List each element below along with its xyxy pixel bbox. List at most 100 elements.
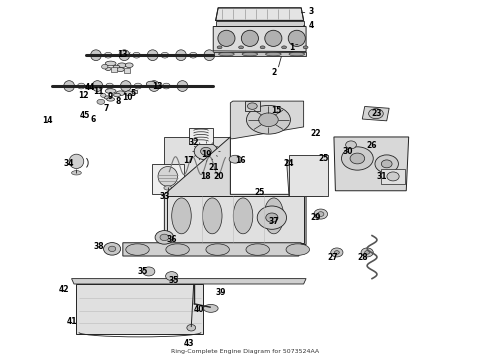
Text: 10: 10 <box>122 93 133 102</box>
Text: 41: 41 <box>66 317 77 326</box>
Ellipse shape <box>105 61 116 66</box>
Text: 15: 15 <box>271 105 282 114</box>
Text: 7: 7 <box>103 104 108 113</box>
Ellipse shape <box>387 172 399 181</box>
Polygon shape <box>152 164 184 194</box>
Ellipse shape <box>147 50 158 60</box>
Ellipse shape <box>105 89 116 93</box>
Polygon shape <box>287 160 326 196</box>
Ellipse shape <box>113 65 120 69</box>
Text: 25: 25 <box>318 154 328 163</box>
Text: 43: 43 <box>184 339 194 348</box>
Text: 32: 32 <box>189 138 199 147</box>
Ellipse shape <box>161 52 169 58</box>
Text: 5: 5 <box>130 89 135 98</box>
Ellipse shape <box>125 63 133 68</box>
Ellipse shape <box>181 183 189 188</box>
Ellipse shape <box>266 52 281 56</box>
Text: 35: 35 <box>169 276 179 285</box>
Ellipse shape <box>164 186 171 190</box>
Text: 37: 37 <box>269 217 280 226</box>
Ellipse shape <box>265 30 282 46</box>
Ellipse shape <box>229 155 242 163</box>
Ellipse shape <box>334 251 339 254</box>
Ellipse shape <box>289 52 305 56</box>
Text: 40: 40 <box>194 305 204 314</box>
Ellipse shape <box>133 52 141 58</box>
Text: 4: 4 <box>308 21 314 30</box>
Text: 21: 21 <box>208 163 219 172</box>
Ellipse shape <box>166 244 189 255</box>
Text: 26: 26 <box>367 141 377 150</box>
Polygon shape <box>76 284 203 334</box>
Ellipse shape <box>158 167 177 186</box>
Ellipse shape <box>214 173 222 180</box>
Ellipse shape <box>117 68 124 72</box>
Ellipse shape <box>345 141 356 149</box>
Polygon shape <box>381 169 405 184</box>
Ellipse shape <box>155 230 173 244</box>
Polygon shape <box>167 196 304 243</box>
Ellipse shape <box>217 46 222 49</box>
Ellipse shape <box>202 198 222 234</box>
Polygon shape <box>213 27 306 51</box>
Ellipse shape <box>126 244 149 255</box>
Text: 1: 1 <box>289 43 294 52</box>
Ellipse shape <box>365 251 369 254</box>
Ellipse shape <box>205 170 217 179</box>
Text: 17: 17 <box>183 156 194 165</box>
Polygon shape <box>230 101 304 139</box>
Ellipse shape <box>247 103 257 109</box>
Text: 11: 11 <box>93 86 104 95</box>
Ellipse shape <box>204 50 215 60</box>
Text: 39: 39 <box>215 288 226 297</box>
Text: 13: 13 <box>152 82 162 91</box>
Ellipse shape <box>342 147 373 170</box>
Ellipse shape <box>246 244 270 255</box>
Ellipse shape <box>219 52 234 56</box>
Text: 27: 27 <box>328 253 338 262</box>
Ellipse shape <box>107 98 115 101</box>
Ellipse shape <box>218 30 235 46</box>
Ellipse shape <box>104 96 110 99</box>
Ellipse shape <box>286 244 310 255</box>
Polygon shape <box>334 137 409 191</box>
Text: 9: 9 <box>108 92 113 101</box>
Ellipse shape <box>77 83 85 89</box>
Polygon shape <box>245 101 260 111</box>
Ellipse shape <box>375 155 398 173</box>
Polygon shape <box>362 107 389 121</box>
Ellipse shape <box>257 206 287 229</box>
Text: Ring-Complete Engine Diagram for 5073524AA: Ring-Complete Engine Diagram for 5073524… <box>171 349 319 354</box>
Text: 34: 34 <box>64 159 74 168</box>
Text: 38: 38 <box>93 242 104 251</box>
Ellipse shape <box>69 154 84 168</box>
Ellipse shape <box>282 46 287 49</box>
Ellipse shape <box>260 46 265 49</box>
Ellipse shape <box>105 67 111 71</box>
Text: 20: 20 <box>213 172 223 181</box>
Ellipse shape <box>134 83 142 89</box>
Text: 25: 25 <box>254 188 265 197</box>
Ellipse shape <box>166 272 178 280</box>
Ellipse shape <box>100 93 106 97</box>
Ellipse shape <box>187 324 196 331</box>
Ellipse shape <box>242 30 258 46</box>
Ellipse shape <box>160 234 169 240</box>
Text: 29: 29 <box>311 213 321 222</box>
Ellipse shape <box>175 50 186 60</box>
Polygon shape <box>213 51 306 56</box>
Ellipse shape <box>350 153 365 164</box>
Ellipse shape <box>125 91 133 95</box>
Ellipse shape <box>189 52 197 58</box>
Text: 14: 14 <box>42 116 52 125</box>
Text: 2: 2 <box>271 68 277 77</box>
Text: 36: 36 <box>167 235 177 244</box>
Ellipse shape <box>259 113 278 127</box>
Ellipse shape <box>72 171 81 175</box>
Text: 28: 28 <box>357 253 368 262</box>
Ellipse shape <box>266 213 278 222</box>
Polygon shape <box>189 128 213 144</box>
Polygon shape <box>72 279 306 284</box>
Ellipse shape <box>97 99 105 104</box>
